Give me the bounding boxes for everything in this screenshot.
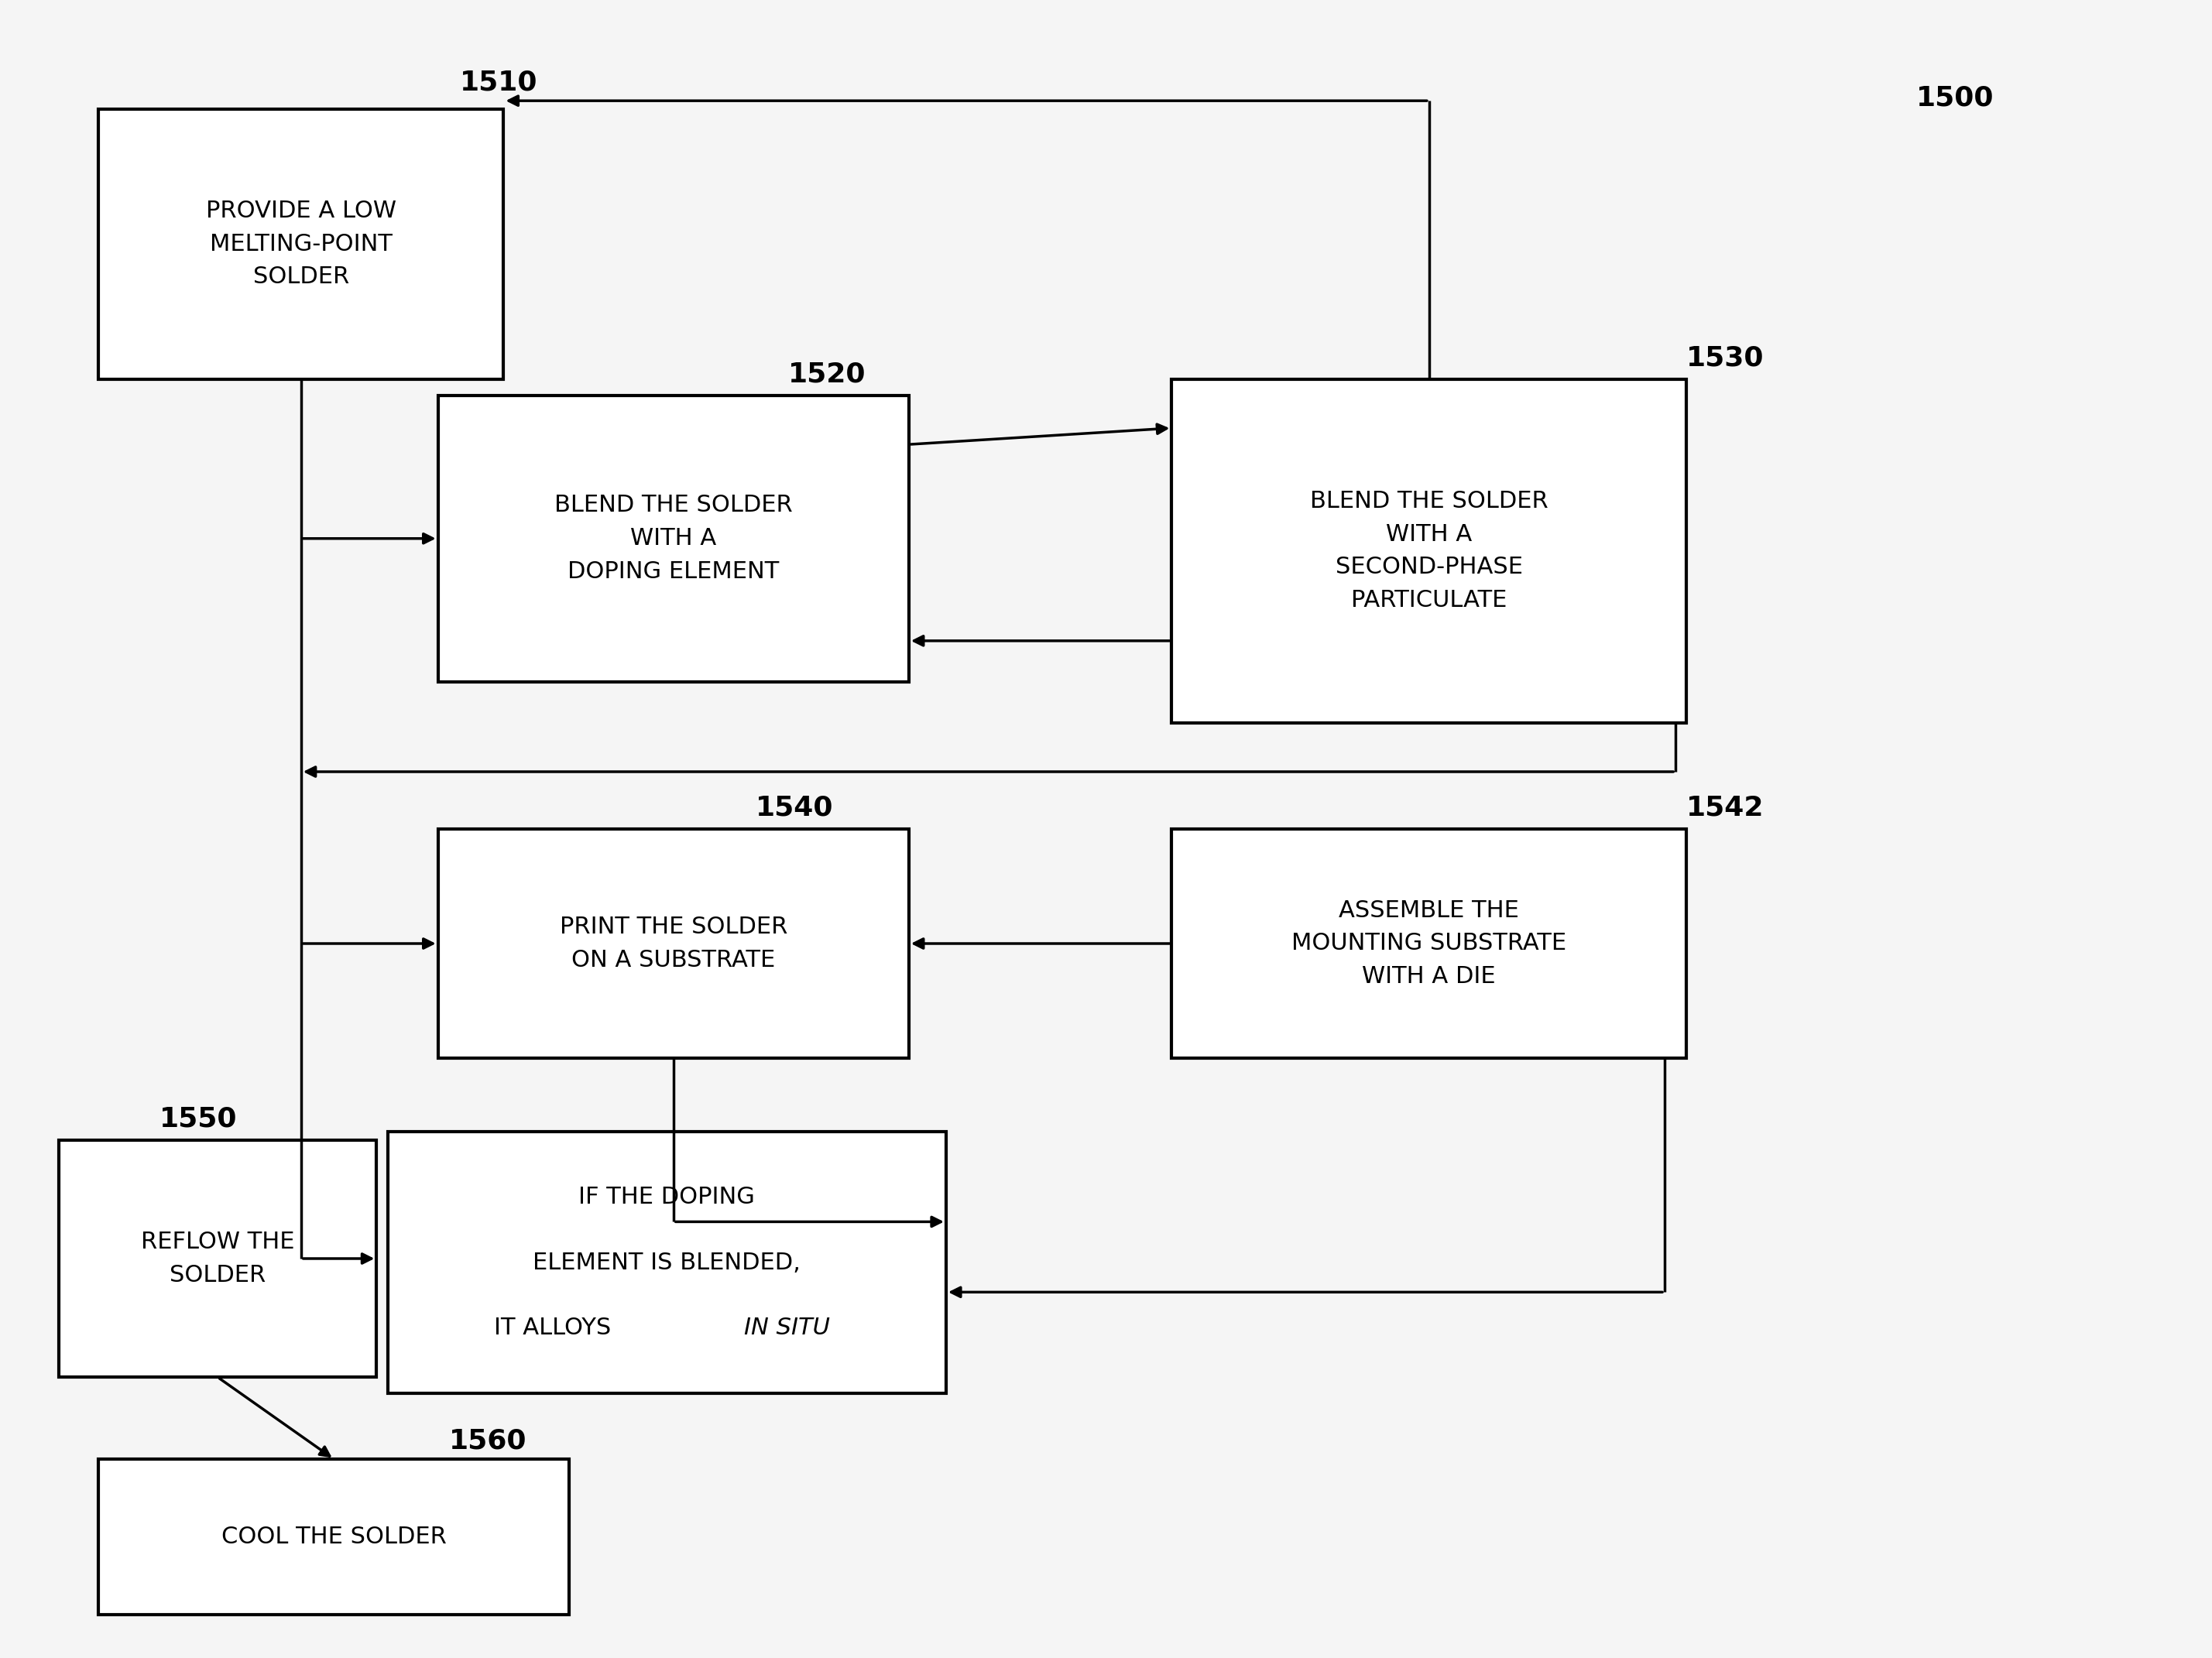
Text: 1500: 1500 [1916,85,1995,111]
Text: PRINT THE SOLDER
ON A SUBSTRATE: PRINT THE SOLDER ON A SUBSTRATE [560,915,787,972]
Bar [438,829,909,1058]
Text: BLEND THE SOLDER
WITH A
DOPING ELEMENT: BLEND THE SOLDER WITH A DOPING ELEMENT [555,494,792,584]
Text: IT ALLOYS: IT ALLOYS [493,1316,611,1340]
Text: 1550: 1550 [159,1106,237,1132]
Text: IN SITU: IN SITU [743,1316,830,1340]
Text: COOL THE SOLDER: COOL THE SOLDER [221,1525,447,1549]
Text: 1510: 1510 [460,70,538,96]
Bar [97,1459,568,1615]
Text: PROVIDE A LOW
MELTING-POINT
SOLDER: PROVIDE A LOW MELTING-POINT SOLDER [206,199,396,288]
Bar [97,109,504,380]
Text: IF THE DOPING: IF THE DOPING [580,1185,754,1209]
Text: 1520: 1520 [787,361,867,388]
Text: 1530: 1530 [1686,345,1765,371]
Text: ELEMENT IS BLENDED,: ELEMENT IS BLENDED, [533,1252,801,1273]
Text: ASSEMBLE THE
MOUNTING SUBSTRATE
WITH A DIE: ASSEMBLE THE MOUNTING SUBSTRATE WITH A D… [1292,899,1566,988]
Bar [438,395,909,681]
Bar [1172,380,1686,723]
Text: BLEND THE SOLDER
WITH A
SECOND-PHASE
PARTICULATE: BLEND THE SOLDER WITH A SECOND-PHASE PAR… [1310,489,1548,612]
Text: 1560: 1560 [449,1428,526,1454]
Bar [60,1141,376,1378]
Text: 1540: 1540 [757,794,834,821]
Text: 1542: 1542 [1686,794,1765,821]
Bar [387,1132,947,1394]
Text: REFLOW THE
SOLDER: REFLOW THE SOLDER [142,1230,294,1287]
Bar [1172,829,1686,1058]
